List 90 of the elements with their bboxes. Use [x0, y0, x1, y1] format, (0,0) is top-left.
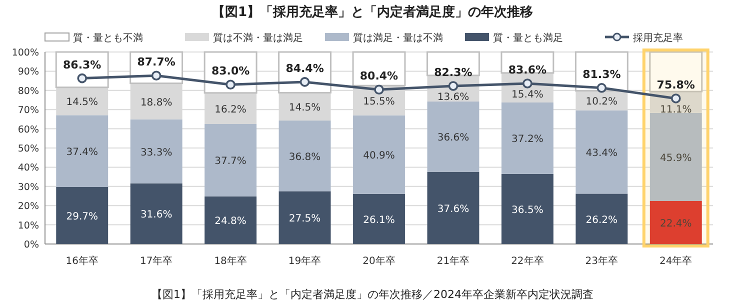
legend-label: 質・量とも満足	[493, 32, 563, 44]
point	[77, 73, 88, 84]
bar	[278, 120, 331, 192]
data-label: 37.4%	[66, 147, 98, 158]
x-tick-label: 24年卒	[660, 255, 692, 267]
x-tick-label: 18年卒	[214, 255, 247, 267]
y-tick-label: 0%	[24, 240, 39, 250]
data-label: 31.6%	[140, 210, 172, 221]
point	[522, 78, 532, 88]
bar	[130, 183, 182, 244]
data-label: 29.7%	[66, 211, 98, 222]
data-label: 27.5%	[288, 214, 321, 225]
point	[226, 80, 236, 90]
y-tick-label: 50%	[18, 144, 39, 154]
data-label: 37.7%	[214, 156, 246, 168]
point	[151, 70, 162, 81]
data-label: 26.1%	[363, 214, 395, 226]
data-label: 84.4%	[286, 62, 324, 75]
data-label: 14.5%	[66, 97, 98, 108]
data-label: 75.8%	[656, 78, 695, 92]
bar	[56, 115, 108, 187]
bar	[501, 174, 554, 244]
y-tick-label: 60%	[18, 124, 39, 136]
bar	[278, 191, 331, 244]
data-label: 24.8%	[214, 216, 246, 228]
series-label: 質・量とも不満	[73, 32, 143, 44]
y-tick-label: 100%	[12, 48, 39, 58]
data-label: 37.6%	[437, 204, 470, 215]
data-label: 37.2%	[512, 134, 544, 146]
data-label: 14.5%	[288, 102, 321, 114]
x-tick-label: 21年卒	[436, 255, 470, 267]
y-tick-label: 70%	[18, 105, 39, 116]
data-label: 26.2%	[586, 214, 618, 226]
y-tick-label: 10%	[18, 220, 39, 232]
data-label: 16.2%	[214, 104, 246, 116]
y-tick-label: 30%	[18, 182, 39, 193]
point	[670, 94, 681, 104]
data-label: 83.6%	[508, 63, 547, 76]
point	[448, 81, 458, 91]
bar	[130, 119, 182, 184]
bar	[576, 194, 628, 244]
bar	[427, 102, 480, 172]
legend-label: 質は満足・量は不満	[353, 32, 443, 44]
x-tick-label: 16年卒	[66, 255, 98, 267]
y-tick-label: 40%	[18, 162, 39, 174]
data-label: 86.3%	[63, 58, 102, 72]
data-label: 13.6%	[437, 92, 470, 103]
data-label: 87.7%	[137, 56, 176, 69]
x-tick-label: 22年卒	[511, 255, 544, 267]
bar	[353, 194, 405, 244]
y-tick-label: 90%	[18, 66, 39, 78]
data-label: 36.8%	[288, 152, 321, 163]
data-label: 40.9%	[363, 150, 395, 162]
bar	[501, 102, 554, 174]
data-label: 11.1%	[660, 104, 692, 116]
data-label: 80.4%	[360, 70, 398, 83]
bar	[353, 115, 405, 194]
point	[596, 83, 607, 93]
data-label: 43.4%	[586, 148, 618, 160]
chart-title: 【図1】「採用充足率」と「内定者満足度」の年次推移	[212, 4, 534, 20]
bar	[204, 124, 257, 196]
data-label: 81.3%	[582, 68, 621, 81]
legend-label: 質は不満・量は満足	[213, 32, 303, 44]
data-label: 36.6%	[437, 132, 470, 144]
bar	[576, 110, 628, 194]
data-label: 33.3%	[140, 147, 172, 158]
data-label: 15.5%	[363, 96, 395, 108]
data-label: 45.9%	[660, 152, 692, 164]
bar	[427, 172, 480, 244]
x-tick-label: 19年卒	[288, 255, 322, 267]
data-label: 83.0%	[211, 64, 250, 78]
data-label: 36.5%	[512, 204, 544, 216]
x-tick-label: 20年卒	[362, 255, 396, 267]
data-label: 15.4%	[512, 89, 544, 100]
data-label: 10.2%	[586, 96, 618, 108]
x-tick-label: 17年卒	[140, 255, 173, 267]
text: 【図1】「採用充足率」と「内定者満足度」の年次推移／2024年卒企業新卒内定状況調査	[152, 288, 594, 301]
data-label: 22.4%	[660, 218, 692, 230]
x-tick-label: 23年卒	[585, 255, 618, 267]
bar	[649, 51, 703, 92]
point	[374, 84, 384, 95]
legend-label: 採用充足率	[633, 32, 683, 44]
data-label: 18.8%	[140, 97, 172, 108]
bar	[650, 200, 702, 244]
bar	[204, 196, 257, 244]
y-tick-label: 80%	[18, 86, 39, 97]
bar	[56, 186, 108, 244]
y-tick-label: 20%	[18, 201, 39, 212]
point	[300, 77, 310, 87]
data-label: 82.3%	[434, 66, 472, 79]
